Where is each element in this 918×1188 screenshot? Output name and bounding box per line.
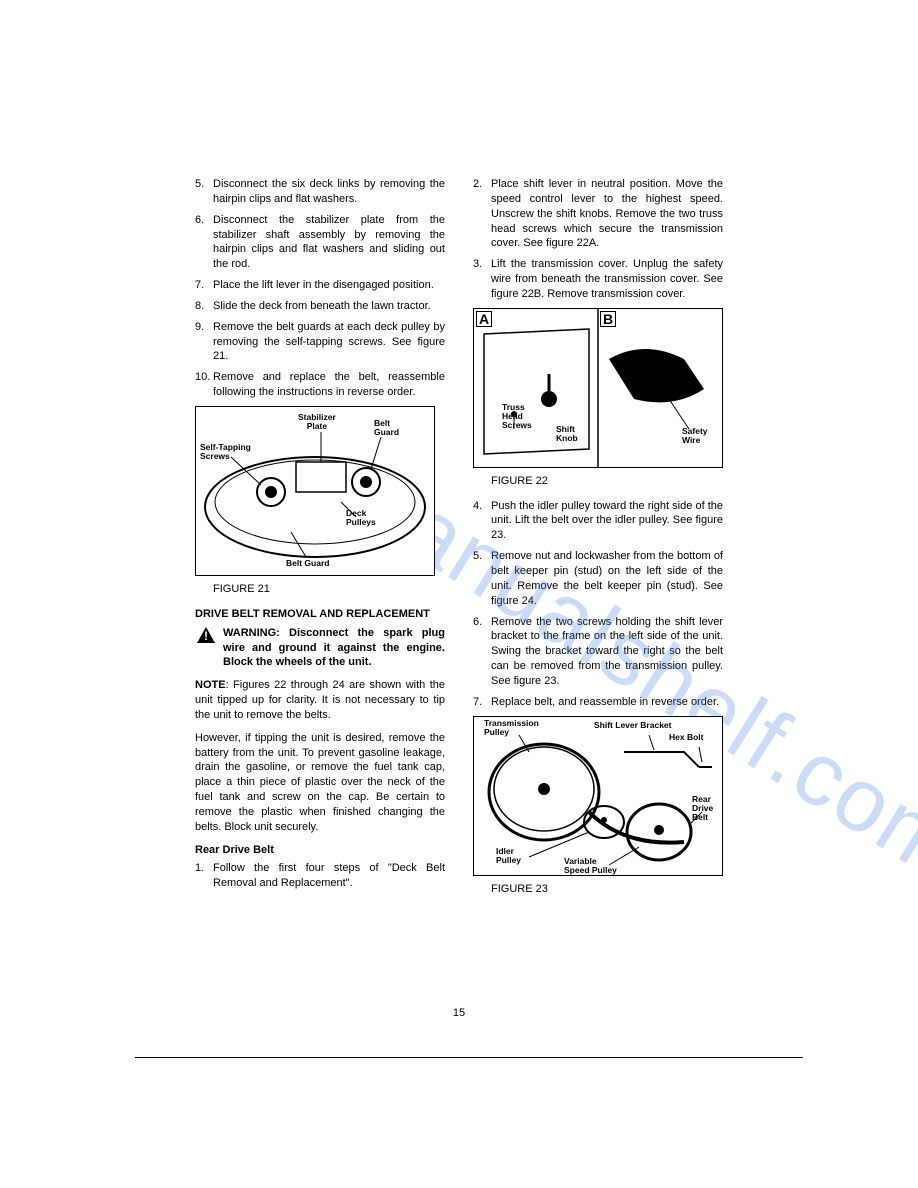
list-item: 2. Place shift lever in neutral position… bbox=[473, 177, 723, 251]
step-text: Disconnect the six deck links by removin… bbox=[213, 177, 445, 207]
heading-drive-belt: DRIVE BELT REMOVAL AND REPLACEMENT bbox=[195, 607, 445, 622]
list-item: 6. Disconnect the stabilizer plate from … bbox=[195, 213, 445, 272]
label-shift-knob: ShiftKnob bbox=[556, 425, 578, 444]
step-text: Remove and replace the belt, reassemble … bbox=[213, 370, 445, 400]
label-safety-wire: SafetyWire bbox=[682, 427, 708, 446]
list-item: 9. Remove the belt guards at each deck p… bbox=[195, 320, 445, 365]
warning-box: ! WARNING: Disconnect the spark plug wir… bbox=[195, 626, 445, 671]
step-text: Disconnect the stabilizer plate from the… bbox=[213, 213, 445, 272]
step-number: 6. bbox=[473, 615, 491, 689]
panel-b: B bbox=[600, 311, 616, 327]
step-text: Push the idler pulley toward the right s… bbox=[491, 499, 723, 544]
list-item: 7. Replace belt, and reassemble in rever… bbox=[473, 695, 723, 710]
list-item: 5. Disconnect the six deck links by remo… bbox=[195, 177, 445, 207]
list-item: 4. Push the idler pulley toward the righ… bbox=[473, 499, 723, 544]
warning-icon: ! bbox=[195, 626, 217, 671]
label-idler-pulley: IdlerPulley bbox=[496, 847, 521, 866]
page-number: 15 bbox=[195, 1007, 723, 1019]
step-text: Place shift lever in neutral position. M… bbox=[491, 177, 723, 251]
step-number: 5. bbox=[473, 549, 491, 608]
horizontal-rule bbox=[135, 1057, 803, 1058]
list-item: 10. Remove and replace the belt, reassem… bbox=[195, 370, 445, 400]
step-text: Follow the first four steps of "Deck Bel… bbox=[213, 861, 445, 891]
label-var-speed: VariableSpeed Pulley bbox=[564, 857, 617, 876]
label-rear-belt: RearDriveBelt bbox=[692, 795, 713, 823]
warning-text: WARNING: Disconnect the spark plug wire … bbox=[223, 626, 445, 671]
step-text: Remove the two screws holding the shift … bbox=[491, 615, 723, 689]
two-column-layout: 5. Disconnect the six deck links by remo… bbox=[195, 177, 723, 906]
step-number: 2. bbox=[473, 177, 491, 251]
list-item: 8. Slide the deck from beneath the lawn … bbox=[195, 299, 445, 314]
figure-22: A B TrussHeadScrews ShiftKnob SafetyWire bbox=[473, 308, 723, 468]
step-text: Remove the belt guards at each deck pull… bbox=[213, 320, 445, 365]
left-column: 5. Disconnect the six deck links by remo… bbox=[195, 177, 445, 906]
step-number: 9. bbox=[195, 320, 213, 365]
step-number: 7. bbox=[195, 278, 213, 293]
list-item: 7. Place the lift lever in the disengage… bbox=[195, 278, 445, 293]
figure-23: TransmissionPulley Shift Lever Bracket H… bbox=[473, 716, 723, 876]
label-stabilizer-plate: StabilizerPlate bbox=[298, 413, 336, 432]
label-self-tapping: Self-TappingScrews bbox=[200, 443, 251, 462]
label-hex-bolt: Hex Bolt bbox=[669, 733, 703, 742]
step-number: 4. bbox=[473, 499, 491, 544]
label-trans-pulley: TransmissionPulley bbox=[484, 719, 539, 738]
manual-page: manualshelf.com 5. Disconnect the six de… bbox=[195, 177, 723, 906]
label-deck-pulleys: DeckPulleys bbox=[346, 509, 376, 528]
step-text: Place the lift lever in the disengaged p… bbox=[213, 278, 445, 293]
step-number: 7. bbox=[473, 695, 491, 710]
step-text: Lift the transmission cover. Unplug the … bbox=[491, 257, 723, 302]
step-number: 6. bbox=[195, 213, 213, 272]
figure-21-caption: FIGURE 21 bbox=[195, 582, 445, 597]
step-number: 5. bbox=[195, 177, 213, 207]
note-paragraph: NOTE: Figures 22 through 24 are shown wi… bbox=[195, 678, 445, 723]
step-number: 8. bbox=[195, 299, 213, 314]
figure-22-caption: FIGURE 22 bbox=[473, 474, 723, 489]
note-text: Figures 22 through 24 are shown with the… bbox=[195, 679, 445, 721]
svg-text:!: ! bbox=[204, 629, 208, 643]
label-belt-guard-top: BeltGuard bbox=[374, 419, 399, 438]
right-column: 2. Place shift lever in neutral position… bbox=[473, 177, 723, 906]
figure-23-caption: FIGURE 23 bbox=[473, 882, 723, 897]
step-number: 1. bbox=[195, 861, 213, 891]
list-item: 3. Lift the transmission cover. Unplug t… bbox=[473, 257, 723, 302]
label-truss: TrussHeadScrews bbox=[502, 403, 532, 431]
list-item: 5. Remove nut and lockwasher from the bo… bbox=[473, 549, 723, 608]
label-shift-bracket: Shift Lever Bracket bbox=[594, 721, 671, 730]
panel-a: A bbox=[476, 311, 492, 327]
tip-paragraph: However, if tipping the unit is desired,… bbox=[195, 731, 445, 835]
step-number: 10. bbox=[195, 370, 213, 400]
label-belt-guard-bottom: Belt Guard bbox=[286, 559, 329, 568]
step-number: 3. bbox=[473, 257, 491, 302]
figure-21: StabilizerPlate BeltGuard Self-TappingSc… bbox=[195, 406, 435, 576]
step-text: Replace belt, and reassemble in reverse … bbox=[491, 695, 723, 710]
list-item: 6. Remove the two screws holding the shi… bbox=[473, 615, 723, 689]
step-text: Remove nut and lockwasher from the botto… bbox=[491, 549, 723, 608]
list-item: 1. Follow the first four steps of "Deck … bbox=[195, 861, 445, 891]
subheading-rear: Rear Drive Belt bbox=[195, 843, 445, 858]
step-text: Slide the deck from beneath the lawn tra… bbox=[213, 299, 445, 314]
